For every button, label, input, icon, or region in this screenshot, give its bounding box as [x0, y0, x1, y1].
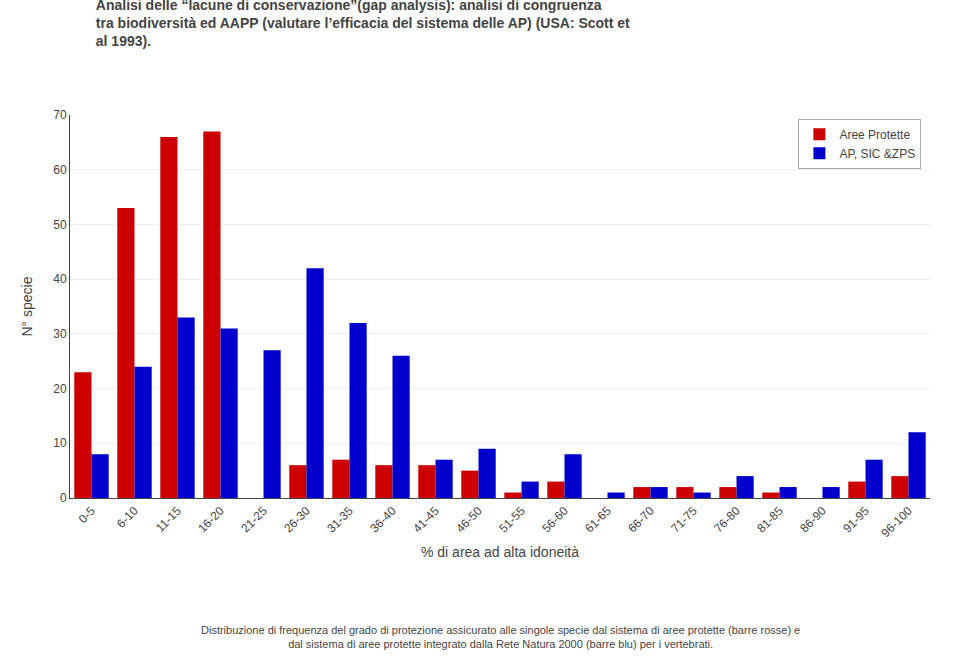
svg-text:56-60: 56-60: [539, 504, 571, 536]
svg-text:60: 60: [53, 163, 67, 177]
svg-text:61-65: 61-65: [582, 504, 614, 536]
svg-text:Distribuzione di frequenza del: Distribuzione di frequenza del grado di …: [201, 624, 800, 650]
svg-text:Analisi delle “lacune di conse: Analisi delle “lacune di conservazione”(…: [96, 0, 630, 49]
svg-text:96-100: 96-100: [879, 504, 916, 541]
svg-text:36-40: 36-40: [367, 504, 399, 536]
svg-text:41-45: 41-45: [410, 504, 442, 536]
svg-text:% di area ad alta idoneità: % di area ad alta idoneità: [421, 544, 579, 560]
svg-text:26-30: 26-30: [281, 504, 313, 536]
svg-text:46-50: 46-50: [453, 504, 485, 536]
svg-text:21-25: 21-25: [238, 504, 270, 536]
svg-text:40: 40: [53, 272, 67, 286]
svg-text:66-70: 66-70: [625, 504, 657, 536]
svg-text:0-5: 0-5: [76, 504, 98, 526]
svg-text:50: 50: [53, 218, 67, 232]
svg-text:Aree Protette: Aree Protette: [839, 128, 910, 142]
svg-text:10: 10: [53, 436, 67, 450]
svg-text:30: 30: [53, 327, 67, 341]
svg-text:86-90: 86-90: [797, 504, 829, 536]
svg-text:0: 0: [60, 491, 67, 505]
svg-text:N° specie: N° specie: [19, 276, 35, 336]
svg-text:51-55: 51-55: [496, 504, 528, 536]
svg-text:81-85: 81-85: [754, 504, 786, 536]
svg-text:91-95: 91-95: [840, 504, 872, 536]
svg-text:70: 70: [53, 108, 67, 122]
svg-text:20: 20: [53, 382, 67, 396]
svg-text:31-35: 31-35: [324, 504, 356, 536]
svg-text:AP, SIC &ZPS: AP, SIC &ZPS: [839, 147, 915, 161]
svg-text:6-10: 6-10: [114, 504, 141, 531]
svg-text:71-75: 71-75: [668, 504, 700, 536]
svg-text:16-20: 16-20: [195, 504, 227, 536]
svg-text:11-15: 11-15: [153, 504, 184, 535]
svg-text:76-80: 76-80: [711, 504, 743, 536]
